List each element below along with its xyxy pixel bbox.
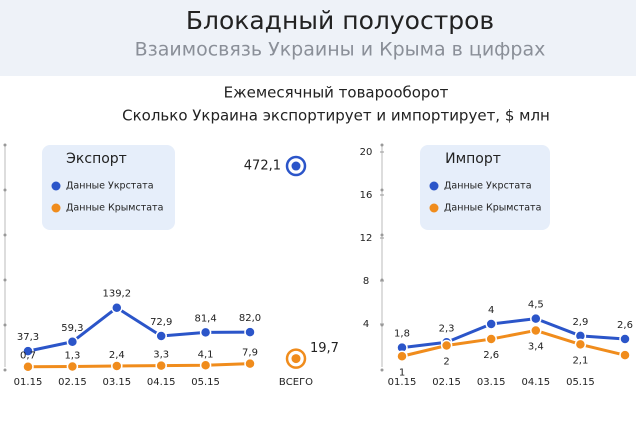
data-label: 2,6 <box>617 320 633 331</box>
legend-title: Экспорт <box>66 151 127 167</box>
y-tick-label: 16 <box>360 190 373 201</box>
data-label: 2,9 <box>572 317 588 328</box>
legend-marker <box>51 203 61 213</box>
point <box>244 357 256 370</box>
data-label: 1,3 <box>64 350 80 361</box>
x-tick-label: 05.15 <box>191 377 220 388</box>
point <box>66 336 79 348</box>
data-label: 2 <box>443 357 449 368</box>
point <box>111 360 123 372</box>
data-label: 1 <box>399 367 405 378</box>
data-label: 2,1 <box>572 355 588 366</box>
x-tick-label: 01.15 <box>14 377 43 388</box>
data-label: 3,4 <box>528 341 544 352</box>
x-tick-label: 03.15 <box>102 377 131 388</box>
x-tick-label: 03.15 <box>477 377 506 388</box>
y-tick-label: 20 <box>360 147 373 158</box>
axis-dot <box>3 143 7 147</box>
axis-dot <box>3 188 7 192</box>
legend-title: Импорт <box>445 151 501 167</box>
axis-dot <box>380 188 384 192</box>
data-label: 2,4 <box>109 350 125 361</box>
legend-label: Данные Крымстата <box>66 203 163 214</box>
series-line <box>401 328 626 358</box>
data-label: 81,4 <box>194 313 216 324</box>
header-band <box>0 0 636 76</box>
point <box>440 339 453 352</box>
data-label: 2,6 <box>483 350 499 361</box>
axis-dot <box>3 323 7 327</box>
point <box>199 359 212 372</box>
data-label: 7,9 <box>242 348 258 359</box>
axis-dot <box>3 233 7 237</box>
y-tick-label: 4 <box>363 319 369 330</box>
x-tick-label: ВСЕГО <box>279 377 313 388</box>
x-tick-label: 04.15 <box>521 377 550 388</box>
point <box>396 350 408 362</box>
point <box>485 318 497 330</box>
section-subtitle: Сколько Украина экспортирует и импортиру… <box>122 107 550 125</box>
total-label: 472,1 <box>244 159 281 174</box>
point <box>199 326 212 339</box>
point <box>155 330 167 342</box>
header-subtitle: Взаимосвязь Украины и Крыма в цифрах <box>135 39 546 61</box>
section-title: Ежемесячный товарооборот <box>224 84 449 102</box>
x-tick-label: 05.15 <box>566 377 595 388</box>
point <box>530 312 542 325</box>
axis-dot <box>380 143 384 147</box>
axis-dot <box>380 368 384 372</box>
point <box>244 326 256 338</box>
axis-dot <box>3 278 7 282</box>
x-tick-label: 02.15 <box>432 377 461 388</box>
legend-marker <box>429 181 439 191</box>
point <box>619 333 631 345</box>
x-tick-label: 04.15 <box>147 377 176 388</box>
data-label: 1,8 <box>394 329 410 340</box>
point <box>485 333 497 345</box>
axis-dot <box>3 368 7 372</box>
data-label: 4,5 <box>528 300 544 311</box>
data-label: 82,0 <box>239 313 261 324</box>
legend-marker <box>51 181 61 191</box>
x-tick-label: 02.15 <box>58 377 87 388</box>
data-label: 37,3 <box>17 332 39 343</box>
legend-box <box>420 145 550 230</box>
data-label: 4,1 <box>198 349 214 360</box>
data-label: 59,3 <box>61 323 83 334</box>
legend-marker <box>429 203 439 213</box>
header-title: Блокадный полуостров <box>186 6 494 35</box>
data-label: 139,2 <box>102 289 131 300</box>
axis-dot <box>380 233 384 237</box>
legend-label: Данные Укрстата <box>444 181 532 192</box>
y-tick-label: 12 <box>360 233 373 244</box>
total-dot <box>291 161 301 171</box>
data-label: 72,9 <box>150 317 172 328</box>
point <box>574 338 587 351</box>
data-label: 3,3 <box>153 350 169 361</box>
legend-box <box>42 145 175 230</box>
point <box>66 360 79 373</box>
series-line <box>27 362 251 369</box>
legend-label: Данные Крымстата <box>444 203 541 214</box>
data-label: 0,7 <box>20 351 36 362</box>
x-tick-label: 01.15 <box>388 377 417 388</box>
total-dot <box>291 354 301 364</box>
series-line <box>401 317 626 350</box>
series-line <box>27 306 251 353</box>
data-label: 4 <box>488 305 494 316</box>
point <box>111 301 123 314</box>
point <box>22 345 34 357</box>
point <box>155 359 167 372</box>
legend-label: Данные Укрстата <box>66 181 154 192</box>
total-label: 19,7 <box>310 341 339 356</box>
data-label: 2,3 <box>439 323 455 334</box>
point <box>619 349 631 361</box>
point <box>530 324 542 337</box>
y-tick-label: 8 <box>363 276 369 287</box>
point <box>22 360 34 373</box>
